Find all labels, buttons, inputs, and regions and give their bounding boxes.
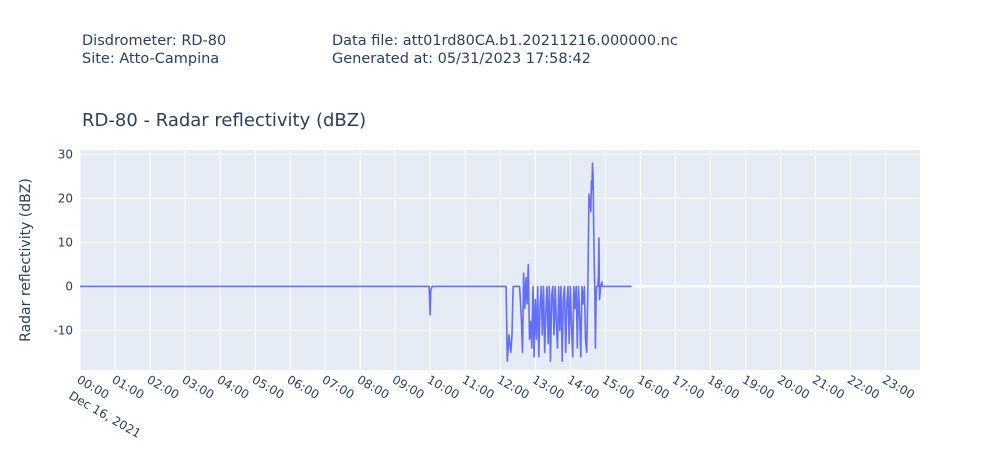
x-tick-label: 11:00 xyxy=(460,372,497,401)
y-tick-labels: 30 20 10 0 -10 xyxy=(53,147,73,337)
x-tick-label: 14:00 xyxy=(565,372,602,401)
x-tick-label: 20:00 xyxy=(775,372,812,401)
x-tick-label: 21:00 xyxy=(810,372,847,401)
x-tick-label: 04:00 xyxy=(215,372,252,401)
x-tick-label: 01:00 xyxy=(110,372,147,401)
chart-title: RD-80 - Radar reflectivity (dBZ) xyxy=(82,110,366,131)
y-tick-label: 30 xyxy=(58,147,73,161)
y-axis-label: Radar reflectivity (dBZ) xyxy=(18,178,34,342)
x-tick-label: 18:00 xyxy=(705,372,742,401)
x-tick-labels: 00:0001:0002:0003:0004:0005:0006:0007:00… xyxy=(75,372,918,401)
x-tick-label: 19:00 xyxy=(740,372,777,401)
x-tick-label: 13:00 xyxy=(530,372,567,401)
y-tick-label: 10 xyxy=(58,235,73,249)
x-tick-label: 22:00 xyxy=(845,372,882,401)
x-tick-label: 15:00 xyxy=(600,372,637,401)
x-tick-label: 06:00 xyxy=(285,372,322,401)
y-tick-label: -10 xyxy=(53,323,73,337)
x-tick-label: 17:00 xyxy=(670,372,707,401)
x-tick-label: 12:00 xyxy=(495,372,532,401)
x-tick-label: 23:00 xyxy=(880,372,917,401)
header-meta-left: Disdrometer: RD-80 Site: Atto-Campina xyxy=(82,32,226,68)
data-file-label: Data file: att01rd80CA.b1.20211216.00000… xyxy=(332,33,678,49)
y-tick-label: 20 xyxy=(58,191,73,205)
y-tick-label: 0 xyxy=(65,279,73,293)
disdrometer-label: Disdrometer: RD-80 xyxy=(82,33,227,49)
x-tick-label: 10:00 xyxy=(425,372,462,401)
series-line xyxy=(80,162,632,362)
x-tick-label: 16:00 xyxy=(635,372,672,401)
x-tick-label: 09:00 xyxy=(390,372,427,401)
x-tick-label: 02:00 xyxy=(145,372,182,401)
generated-at-label: Generated at: 05/31/2023 17:58:42 xyxy=(332,51,591,67)
x-tick-label: 07:00 xyxy=(320,372,357,401)
x-tick-label: 05:00 xyxy=(250,372,287,401)
x-tick-label: 03:00 xyxy=(180,372,217,401)
header-meta-right: Data file: att01rd80CA.b1.20211216.00000… xyxy=(332,32,678,68)
x-tick-label: 08:00 xyxy=(355,372,392,401)
site-label: Site: Atto-Campina xyxy=(82,51,220,67)
